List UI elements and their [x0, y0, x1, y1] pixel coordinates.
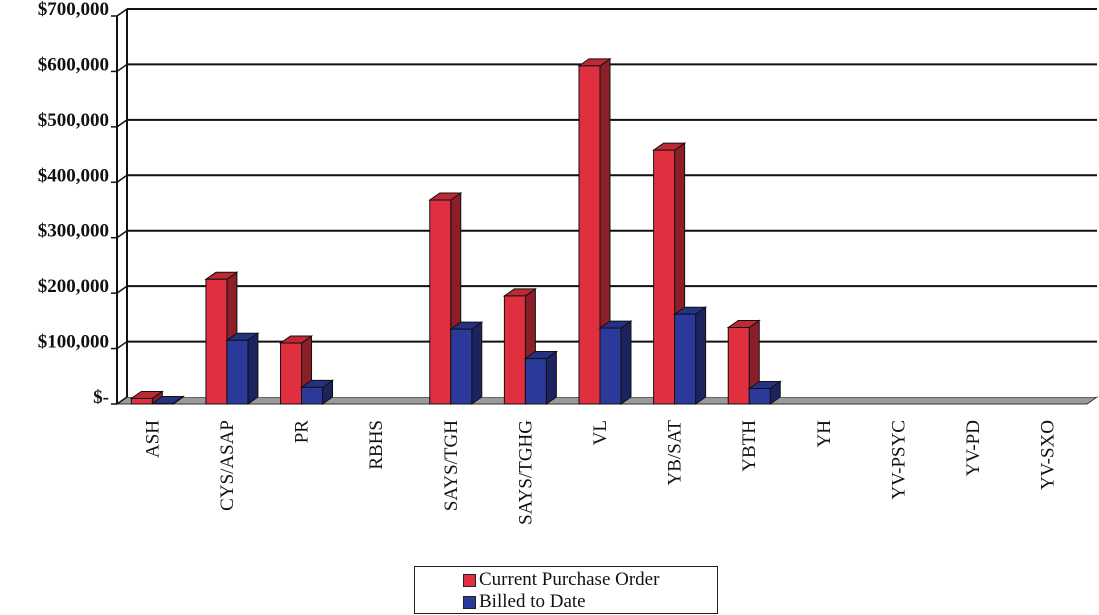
x-tick-label: SAYS/TGHG: [515, 420, 536, 525]
y-tick-label: $700,000: [38, 0, 109, 20]
y-tick-label: $400,000: [38, 165, 109, 186]
y-tick-label: $100,000: [38, 332, 109, 353]
x-tick-label: RBHS: [366, 420, 387, 470]
y-tick-label: $-: [93, 387, 109, 408]
bar-billed-says/tghg: [523, 350, 558, 405]
x-tick-label: ASH: [142, 420, 163, 458]
gridline-diagonal: [116, 174, 128, 183]
x-tick-label: YV-PSYC: [888, 420, 909, 500]
legend-item-current-purchase-order: Current Purchase Order: [463, 569, 717, 591]
legend-swatch-blue: [463, 595, 476, 609]
x-tick-label: SAYS/TGH: [441, 420, 462, 511]
bar-billed-vl: [598, 320, 633, 405]
x-tick-label: YV-SXO: [1038, 420, 1059, 490]
y-tick-label: $300,000: [38, 221, 109, 242]
x-tick-label: YBTH: [739, 420, 760, 472]
legend-label: Billed to Date: [479, 591, 586, 612]
x-tick-label: YV-PD: [963, 420, 984, 476]
bar-billed-cys/asap: [225, 332, 260, 405]
y-tick-labels: $- $100,000 $200,000 $300,000 $400,000 $500,0…: [38, 0, 109, 408]
y-tick-label: $200,000: [38, 276, 109, 297]
bar-billed-ybth: [747, 380, 782, 405]
x-tick-label: YB/SAT: [665, 420, 686, 486]
y-tick-label: $600,000: [38, 54, 109, 75]
gridline-diagonal: [116, 119, 128, 128]
bar-billed-pr: [299, 379, 335, 405]
bar-billed-yb/sat: [673, 306, 708, 405]
x-tick-labels: ASH CYS/ASAP PR RBHS SAYS/TGH SAYS/TGHG VL YB/S…: [142, 420, 1058, 525]
gridline-diagonal: [116, 396, 128, 405]
legend: Current Purchase Order Billed to Date: [414, 566, 718, 614]
x-tick-label: PR: [292, 420, 313, 444]
x-tick-label: CYS/ASAP: [217, 420, 238, 511]
gridline-diagonal: [116, 285, 128, 294]
gridline-diagonal: [116, 8, 128, 17]
gridline-diagonal: [116, 230, 128, 239]
gridline-diagonal: [116, 63, 128, 73]
x-tick-label: YH: [814, 420, 835, 448]
bar-purchase-order-ash: [129, 390, 164, 405]
bar-billed-says/tgh: [449, 321, 484, 405]
gridline-diagonal: [116, 340, 128, 350]
bars-group: [129, 57, 782, 405]
y-tick-label: $500,000: [38, 110, 109, 131]
x-tick-label: VL: [590, 420, 611, 445]
legend-label: Current Purchase Order: [479, 569, 660, 590]
legend-swatch-red: [463, 573, 476, 587]
bar-billed-ash: [150, 395, 185, 405]
legend-item-billed-to-date: Billed to Date: [463, 591, 717, 613]
